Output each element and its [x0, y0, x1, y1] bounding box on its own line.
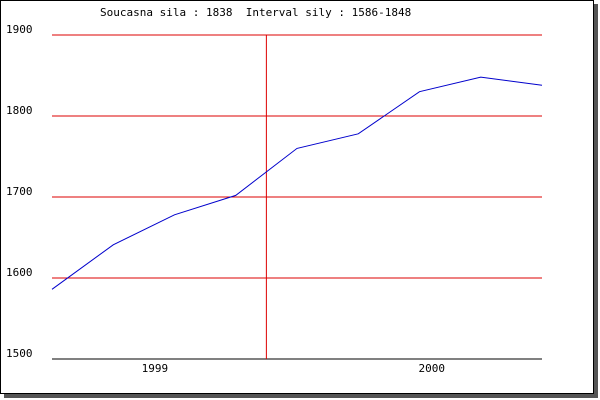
- data-line: [51, 76, 543, 290]
- y-tick-label: 1700: [6, 185, 33, 198]
- chart-title: Soucasna sila : 1838 Interval sily : 158…: [100, 6, 411, 19]
- y-tick-label: 1900: [6, 23, 33, 36]
- x-tick-label: 1999: [142, 362, 169, 375]
- y-tick-label: 1600: [6, 266, 33, 279]
- y-tick-label: 1500: [6, 347, 33, 360]
- y-tick-label: 1800: [6, 104, 33, 117]
- x-tick-label: 2000: [419, 362, 446, 375]
